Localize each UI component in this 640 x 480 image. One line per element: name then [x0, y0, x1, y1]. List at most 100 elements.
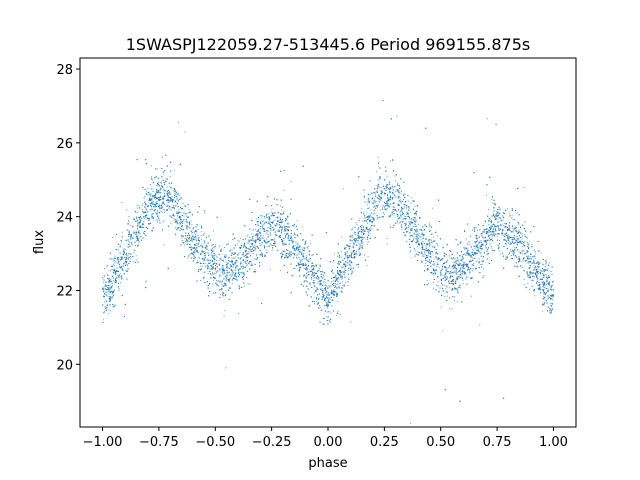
data-point	[259, 227, 261, 229]
data-point	[468, 263, 470, 265]
data-point	[106, 291, 108, 293]
data-point	[489, 231, 491, 233]
data-point	[341, 276, 343, 278]
data-point	[549, 285, 551, 287]
data-point	[533, 259, 535, 261]
data-point	[370, 209, 372, 211]
data-point	[318, 276, 319, 278]
data-point	[533, 270, 535, 272]
data-point	[492, 230, 494, 232]
data-point	[361, 208, 363, 210]
data-point	[544, 287, 546, 289]
data-point	[401, 200, 403, 202]
data-point	[488, 223, 490, 225]
data-point	[112, 236, 114, 238]
data-point	[304, 243, 306, 245]
data-point	[317, 282, 319, 284]
data-point	[307, 245, 309, 247]
data-point	[497, 234, 499, 236]
data-point	[470, 236, 472, 238]
data-point	[257, 233, 259, 235]
data-point	[368, 230, 370, 232]
data-point	[458, 261, 460, 263]
data-point	[145, 208, 147, 210]
data-point	[424, 262, 426, 264]
data-point	[464, 263, 466, 265]
data-point	[249, 283, 251, 285]
data-point	[478, 258, 480, 260]
data-point	[197, 238, 199, 240]
data-point	[271, 249, 273, 251]
data-point	[231, 274, 233, 276]
data-point	[239, 237, 241, 239]
data-point	[167, 192, 169, 194]
data-point	[157, 212, 159, 214]
data-point	[378, 194, 380, 196]
data-point	[445, 291, 447, 293]
data-point	[192, 240, 194, 242]
data-point	[246, 260, 248, 262]
data-point	[540, 289, 541, 291]
data-point	[334, 283, 336, 285]
data-point	[445, 253, 447, 255]
data-point	[327, 286, 329, 288]
data-point	[357, 241, 359, 243]
data-point	[118, 262, 120, 264]
data-point	[233, 264, 235, 266]
data-point	[427, 243, 429, 245]
data-point	[509, 248, 511, 250]
data-point	[133, 233, 135, 235]
data-point	[225, 367, 227, 369]
data-point	[483, 229, 485, 231]
data-point	[404, 204, 406, 206]
data-point	[417, 236, 419, 238]
data-point	[157, 192, 159, 194]
data-point	[403, 195, 405, 197]
data-point	[445, 288, 447, 290]
data-point	[546, 284, 548, 286]
data-point	[349, 245, 351, 247]
data-point	[523, 234, 525, 235]
data-point	[547, 268, 549, 270]
data-point	[537, 279, 539, 281]
data-point	[377, 186, 379, 188]
data-point	[500, 224, 502, 226]
data-point	[343, 270, 345, 272]
data-point	[396, 220, 398, 222]
data-point	[334, 253, 336, 255]
data-point	[183, 244, 185, 246]
data-point	[343, 284, 345, 286]
data-point	[406, 216, 408, 218]
data-point	[531, 279, 533, 281]
data-point	[270, 229, 272, 231]
data-point	[337, 310, 339, 312]
data-point	[488, 220, 490, 222]
data-point	[491, 231, 493, 233]
data-point	[506, 208, 508, 210]
data-point	[219, 270, 221, 272]
data-point	[511, 255, 513, 257]
data-point	[401, 229, 403, 231]
data-point	[246, 248, 248, 250]
data-point	[347, 261, 349, 263]
data-point	[253, 271, 255, 273]
data-point	[188, 221, 190, 223]
data-point	[238, 268, 240, 270]
data-point	[433, 287, 435, 289]
data-point	[474, 247, 476, 249]
data-point	[542, 273, 544, 275]
data-point	[148, 197, 150, 199]
data-point	[481, 264, 483, 266]
data-point	[475, 249, 477, 251]
data-point	[427, 260, 429, 262]
data-point	[326, 296, 328, 298]
data-point	[385, 185, 387, 187]
data-point	[512, 242, 514, 244]
data-point	[285, 256, 287, 258]
data-point	[262, 223, 264, 225]
data-point	[255, 241, 257, 243]
data-point	[291, 274, 293, 276]
data-point	[268, 219, 270, 221]
data-point	[518, 229, 520, 231]
data-point	[424, 249, 426, 250]
